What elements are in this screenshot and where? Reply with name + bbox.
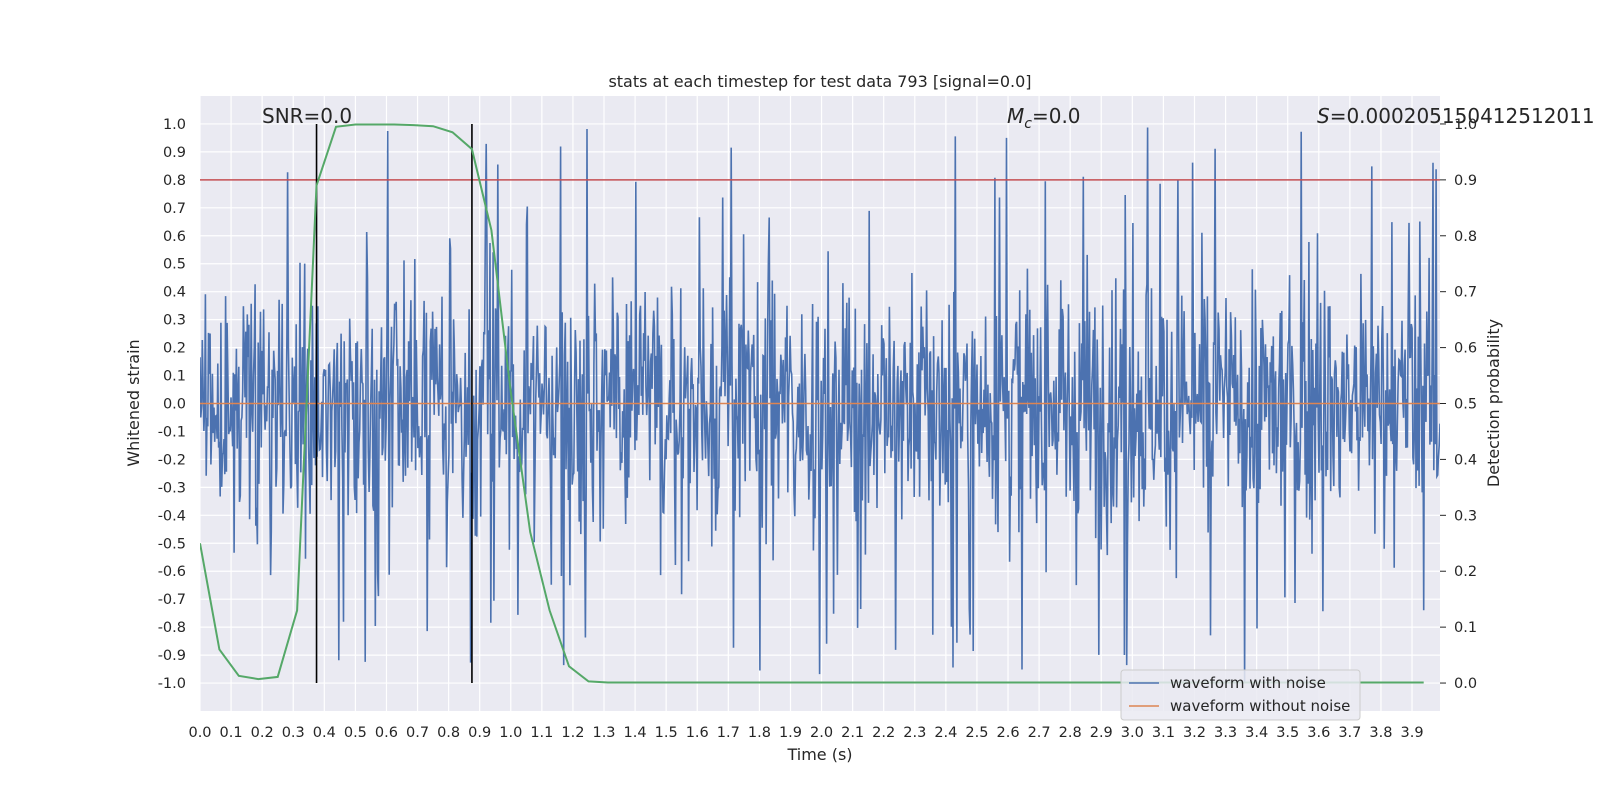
- x-tick-label: 3.2: [1183, 725, 1206, 741]
- y-right-tick-label: 0.8: [1454, 229, 1477, 245]
- x-tick-label: 2.1: [841, 725, 864, 741]
- x-tick-label: 3.3: [1214, 725, 1237, 741]
- y-tick-label: -0.1: [158, 424, 186, 440]
- y-right-tick-label: 0.4: [1454, 452, 1477, 468]
- y-tick-label: 0.1: [163, 369, 186, 385]
- x-tick-label: 2.3: [903, 725, 926, 741]
- y-tick-label: -0.7: [158, 592, 186, 608]
- y-tick-labels: 1.0 0.9 0.8 0.7 0.6 0.5 0.4 0.3 0.2 0.1 0.0 -0.1 -0.…: [158, 117, 186, 692]
- legend: waveform with noise waveform without noi…: [1120, 669, 1361, 721]
- chart-title: stats at each timestep for test data 793…: [608, 72, 1031, 91]
- y-tick-label: 0.3: [163, 313, 186, 329]
- x-tick-label: 1.0: [499, 725, 522, 741]
- chirp-mass-symbol: M: [1007, 104, 1024, 128]
- x-tick-label: 2.9: [1090, 725, 1113, 741]
- y-right-tick-label: 0.3: [1454, 508, 1477, 524]
- y-right-axis-label: Detection probability: [1484, 319, 1503, 487]
- x-tick-label: 3.4: [1245, 725, 1268, 741]
- s-statistic-annotation: S=0.000205150412512011: [1317, 104, 1595, 128]
- x-tick-label: 0.5: [344, 725, 367, 741]
- chirp-mass-value: =0.0: [1032, 104, 1081, 128]
- y-right-tick-label: 1.0: [1454, 117, 1477, 133]
- s-statistic-value: =0.000205150412512011: [1330, 104, 1595, 128]
- y-right-tick-label: 0.6: [1454, 341, 1477, 357]
- y-tick-label: -0.9: [158, 648, 186, 664]
- y-tick-label: -0.8: [158, 620, 186, 636]
- x-tick-label: 2.6: [996, 725, 1019, 741]
- noise-series-group: [200, 127, 1440, 682]
- y-right-tick-labels: 1.0 0.9 0.8 0.7 0.6 0.5 0.4 0.3 0.2 0.1 0.0: [1440, 117, 1477, 692]
- x-tick-label: 0.3: [282, 725, 305, 741]
- x-tick-label: 3.8: [1369, 725, 1392, 741]
- y-tick-label: 0.5: [163, 257, 186, 273]
- y-right-tick-label: 0.1: [1454, 620, 1477, 636]
- x-axis-label: Time (s): [786, 745, 852, 764]
- x-tick-label: 0.1: [220, 725, 243, 741]
- x-tick-label: 1.3: [592, 725, 615, 741]
- x-tick-label: 2.8: [1059, 725, 1082, 741]
- x-tick-label: 1.8: [748, 725, 771, 741]
- x-tick-label: 2.4: [934, 725, 957, 741]
- x-tick-label: 3.0: [1121, 725, 1144, 741]
- y-tick-label: -1.0: [158, 676, 186, 692]
- x-tick-label: 0.9: [468, 725, 491, 741]
- y-tick-label: 0.9: [163, 145, 186, 161]
- marker-lines-group: [315, 123, 473, 684]
- y-tick-label: 0.7: [163, 201, 186, 217]
- y-tick-label: 0.8: [163, 173, 186, 189]
- y-tick-label: 1.0: [163, 117, 186, 133]
- y-right-tick-label: 0.7: [1454, 285, 1477, 301]
- y-tick-label: 0.2: [163, 341, 186, 357]
- chirp-mass-subscript: c: [1024, 116, 1032, 132]
- x-tick-label: 1.2: [561, 725, 584, 741]
- x-tick-label: 3.6: [1307, 725, 1330, 741]
- x-tick-label: 0.8: [437, 725, 460, 741]
- x-tick-label: 3.1: [1152, 725, 1175, 741]
- x-tick-label: 2.0: [810, 725, 833, 741]
- x-tick-label: 1.1: [530, 725, 553, 741]
- x-tick-label: 0.2: [251, 725, 274, 741]
- x-tick-label: 1.5: [655, 725, 678, 741]
- y-tick-label: -0.5: [158, 536, 186, 552]
- y-right-tick-label: 0.9: [1454, 173, 1477, 189]
- x-tick-label: 0.7: [406, 725, 429, 741]
- y-axis-label: Whitened strain: [124, 339, 143, 466]
- y-tick-label: 0.0: [163, 397, 186, 413]
- x-tick-labels: 0.0 0.1 0.2 0.3 0.4 0.5 0.6 0.7 0.8 0.9 1.0 1.1 1.2 1…: [188, 725, 1423, 741]
- x-tick-label: 1.7: [717, 725, 740, 741]
- x-tick-label: 1.9: [779, 725, 802, 741]
- x-tick-label: 0.4: [313, 725, 336, 741]
- s-statistic-symbol: S: [1317, 104, 1330, 128]
- x-tick-label: 2.7: [1028, 725, 1051, 741]
- legend-label-noise: waveform with noise: [1170, 674, 1326, 692]
- x-tick-label: 0.6: [375, 725, 398, 741]
- x-tick-label: 1.4: [624, 725, 647, 741]
- noise-waveform-line: [200, 127, 1440, 682]
- y-tick-label: -0.3: [158, 480, 186, 496]
- y-tick-label: -0.6: [158, 564, 186, 580]
- snr-annotation: SNR=0.0: [262, 104, 352, 128]
- legend-label-clean: waveform without noise: [1170, 697, 1350, 715]
- x-tick-label: 1.6: [686, 725, 709, 741]
- x-tick-label: 2.5: [965, 725, 988, 741]
- x-tick-label: 3.7: [1338, 725, 1361, 741]
- y-tick-label: -0.4: [158, 508, 186, 524]
- y-tick-label: 0.6: [163, 229, 186, 245]
- legend-box: [1120, 669, 1361, 721]
- chirp-mass-annotation: Mc=0.0: [1007, 104, 1081, 132]
- y-tick-label: 0.4: [163, 285, 186, 301]
- x-tick-label: 3.5: [1276, 725, 1299, 741]
- y-right-tick-label: 0.0: [1454, 676, 1477, 692]
- y-tick-label: -0.2: [158, 452, 186, 468]
- x-tick-label: 3.9: [1400, 725, 1423, 741]
- x-tick-label: 0.0: [188, 725, 211, 741]
- x-tick-label: 2.2: [872, 725, 895, 741]
- y-right-tick-label: 0.5: [1454, 397, 1477, 413]
- y-right-tick-label: 0.2: [1454, 564, 1477, 580]
